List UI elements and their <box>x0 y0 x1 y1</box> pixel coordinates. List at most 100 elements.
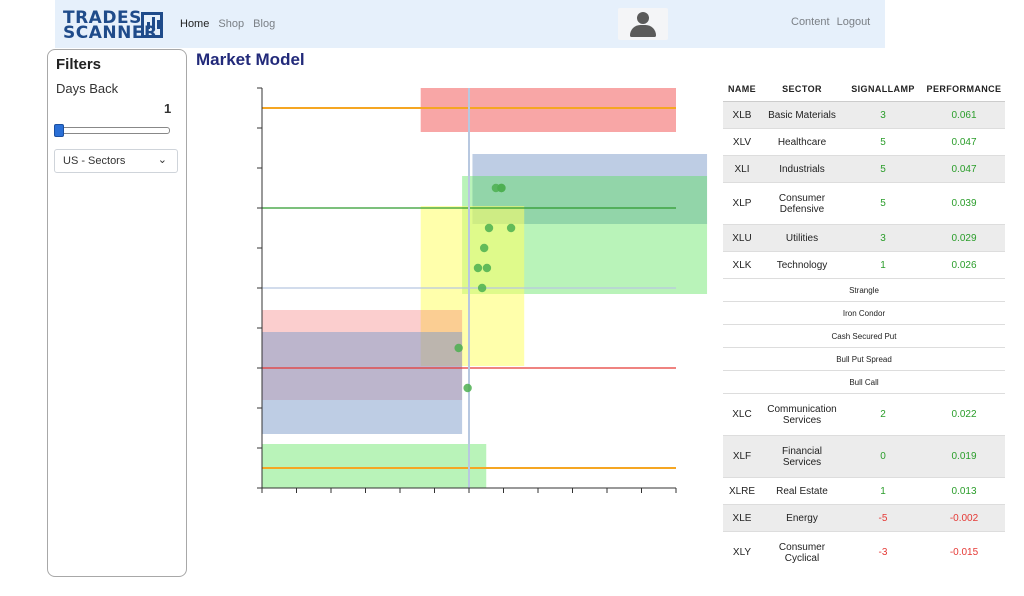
nav-logout-link[interactable]: Logout <box>836 16 871 28</box>
zone-trend-short <box>262 332 463 434</box>
filters-panel: Filters Days Back 1 US - Sectors ⌄ <box>47 49 187 577</box>
cell-signallamp: 1 <box>843 477 923 505</box>
nav-blog-link[interactable]: Blog <box>253 18 276 30</box>
cell-name: XLY <box>723 531 761 573</box>
data-point-xlc <box>479 243 489 253</box>
cell-name: XLK <box>723 251 761 279</box>
data-point-xlb <box>506 223 516 233</box>
cell-signallamp: 5 <box>843 128 923 156</box>
cell-sector: Basic Materials <box>761 101 843 129</box>
column-header-name[interactable]: NAME <box>723 76 761 102</box>
zone-counter-trend-short <box>420 88 676 132</box>
cell-signallamp: 3 <box>843 224 923 252</box>
cell-signallamp: 1 <box>843 251 923 279</box>
data-point-xle <box>463 383 472 393</box>
logo-text-line2: SCANNER <box>63 23 158 43</box>
nav-home-link[interactable]: Home <box>180 18 210 30</box>
cell-performance: -0.002 <box>923 504 1005 532</box>
cell-name: XLU <box>723 224 761 252</box>
table-row[interactable]: XLV Healthcare 5 0.047 <box>723 128 1005 156</box>
cell-sector: Utilities <box>761 224 843 252</box>
cell-name: XLI <box>723 155 761 183</box>
table-row[interactable]: Strangle <box>723 278 1005 302</box>
cell-name: XLE <box>723 504 761 532</box>
cell-name: XLP <box>723 182 761 225</box>
table-row[interactable]: Iron Condor <box>723 301 1005 325</box>
cell-sector: Communication Services <box>761 393 843 436</box>
zone-counter-trend-long <box>262 444 487 488</box>
cell-performance: 0.047 <box>923 155 1005 183</box>
strategy-row-label: Cash Secured Put <box>723 324 1005 348</box>
user-avatar[interactable] <box>618 8 668 40</box>
days-back-label: Days Back <box>56 81 119 96</box>
table-row[interactable]: XLI Industrials 5 0.047 <box>723 155 1005 183</box>
slider-thumb[interactable] <box>54 124 64 137</box>
tradesscanner-logo[interactable]: TRADES SCANNER <box>63 10 173 42</box>
table-row[interactable]: XLU Utilities 3 0.029 <box>723 224 1005 252</box>
market-model-chart <box>257 87 708 493</box>
cell-signallamp: 3 <box>843 101 923 129</box>
column-header-signallamp[interactable]: SIGNALLAMP <box>843 76 923 102</box>
days-back-slider[interactable] <box>54 124 170 137</box>
logo-text-line1: TRADES <box>63 8 142 28</box>
days-back-value: 1 <box>164 101 172 116</box>
table-row[interactable]: XLF Financial Services 0 0.019 <box>723 435 1005 478</box>
page-title: Market Model <box>196 50 305 69</box>
data-point-xlre <box>473 263 483 273</box>
filters-title: Filters <box>56 56 102 73</box>
cell-performance: 0.039 <box>923 182 1005 225</box>
column-header-performance[interactable]: PERFORMANCE <box>923 76 1005 102</box>
market-select-value: US - Sectors <box>63 155 126 167</box>
cell-performance: 0.019 <box>923 435 1005 478</box>
table-row[interactable]: XLP Consumer Defensive 5 0.039 <box>723 182 1005 225</box>
table-row[interactable]: XLC Communication Services 2 0.022 <box>723 393 1005 436</box>
main-nav: Home Shop Blog <box>180 18 281 30</box>
table-row[interactable]: Bull Put Spread <box>723 347 1005 371</box>
nav-shop-link[interactable]: Shop <box>218 18 245 30</box>
table-row[interactable]: Bull Call <box>723 370 1005 394</box>
table-row[interactable]: XLB Basic Materials 3 0.061 <box>723 101 1005 129</box>
table-row[interactable]: XLY Consumer Cyclical -3 -0.015 <box>723 531 1005 573</box>
chevron-down-icon: ⌄ <box>157 154 167 166</box>
cell-signallamp: 5 <box>843 155 923 183</box>
cell-sector: Healthcare <box>761 128 843 156</box>
cell-performance: 0.022 <box>923 393 1005 436</box>
cell-sector: Technology <box>761 251 843 279</box>
cell-performance: 0.047 <box>923 128 1005 156</box>
nav-content-link[interactable]: Content <box>791 16 830 28</box>
cell-sector: Financial Services <box>761 435 843 478</box>
column-header-sector[interactable]: SECTOR <box>761 76 843 102</box>
user-icon-body <box>630 25 656 37</box>
cell-performance: 0.061 <box>923 101 1005 129</box>
cell-performance: 0.013 <box>923 477 1005 505</box>
cell-name: XLF <box>723 435 761 478</box>
cell-name: XLC <box>723 393 761 436</box>
strategy-row-label: Iron Condor <box>723 301 1005 325</box>
table-row[interactable]: XLRE Real Estate 1 0.013 <box>723 477 1005 505</box>
strategy-row-label: Strangle <box>723 278 1005 302</box>
cell-name: XLRE <box>723 477 761 505</box>
table-row[interactable]: Cash Secured Put <box>723 324 1005 348</box>
data-point-xly <box>454 343 463 353</box>
user-nav: Content Logout <box>787 16 870 28</box>
cell-signallamp: -3 <box>843 531 923 573</box>
table-header-row: NAME SECTOR SIGNALLAMP PERFORMANCE <box>723 76 1005 102</box>
top-navbar: TRADES SCANNER Home Shop Blog Content Lo… <box>55 0 885 48</box>
cell-performance: -0.015 <box>923 531 1005 573</box>
data-point-xlk <box>482 263 492 273</box>
cell-sector: Industrials <box>761 155 843 183</box>
cell-sector: Consumer Cyclical <box>761 531 843 573</box>
cell-sector: Consumer Defensive <box>761 182 843 225</box>
cell-signallamp: 2 <box>843 393 923 436</box>
table-row[interactable]: XLK Technology 1 0.026 <box>723 251 1005 279</box>
data-point-xlu <box>484 223 494 233</box>
strategy-row-label: Bull Put Spread <box>723 347 1005 371</box>
cell-signallamp: 0 <box>843 435 923 478</box>
table-row[interactable]: XLE Energy -5 -0.002 <box>723 504 1005 532</box>
market-select[interactable]: US - Sectors ⌄ <box>54 149 178 173</box>
strategy-row-label: Bull Call <box>723 370 1005 394</box>
sector-table: NAME SECTOR SIGNALLAMP PERFORMANCE XLB Ba… <box>723 76 1005 573</box>
cell-performance: 0.026 <box>923 251 1005 279</box>
logo-chart-icon <box>141 12 163 38</box>
cell-name: XLB <box>723 101 761 129</box>
